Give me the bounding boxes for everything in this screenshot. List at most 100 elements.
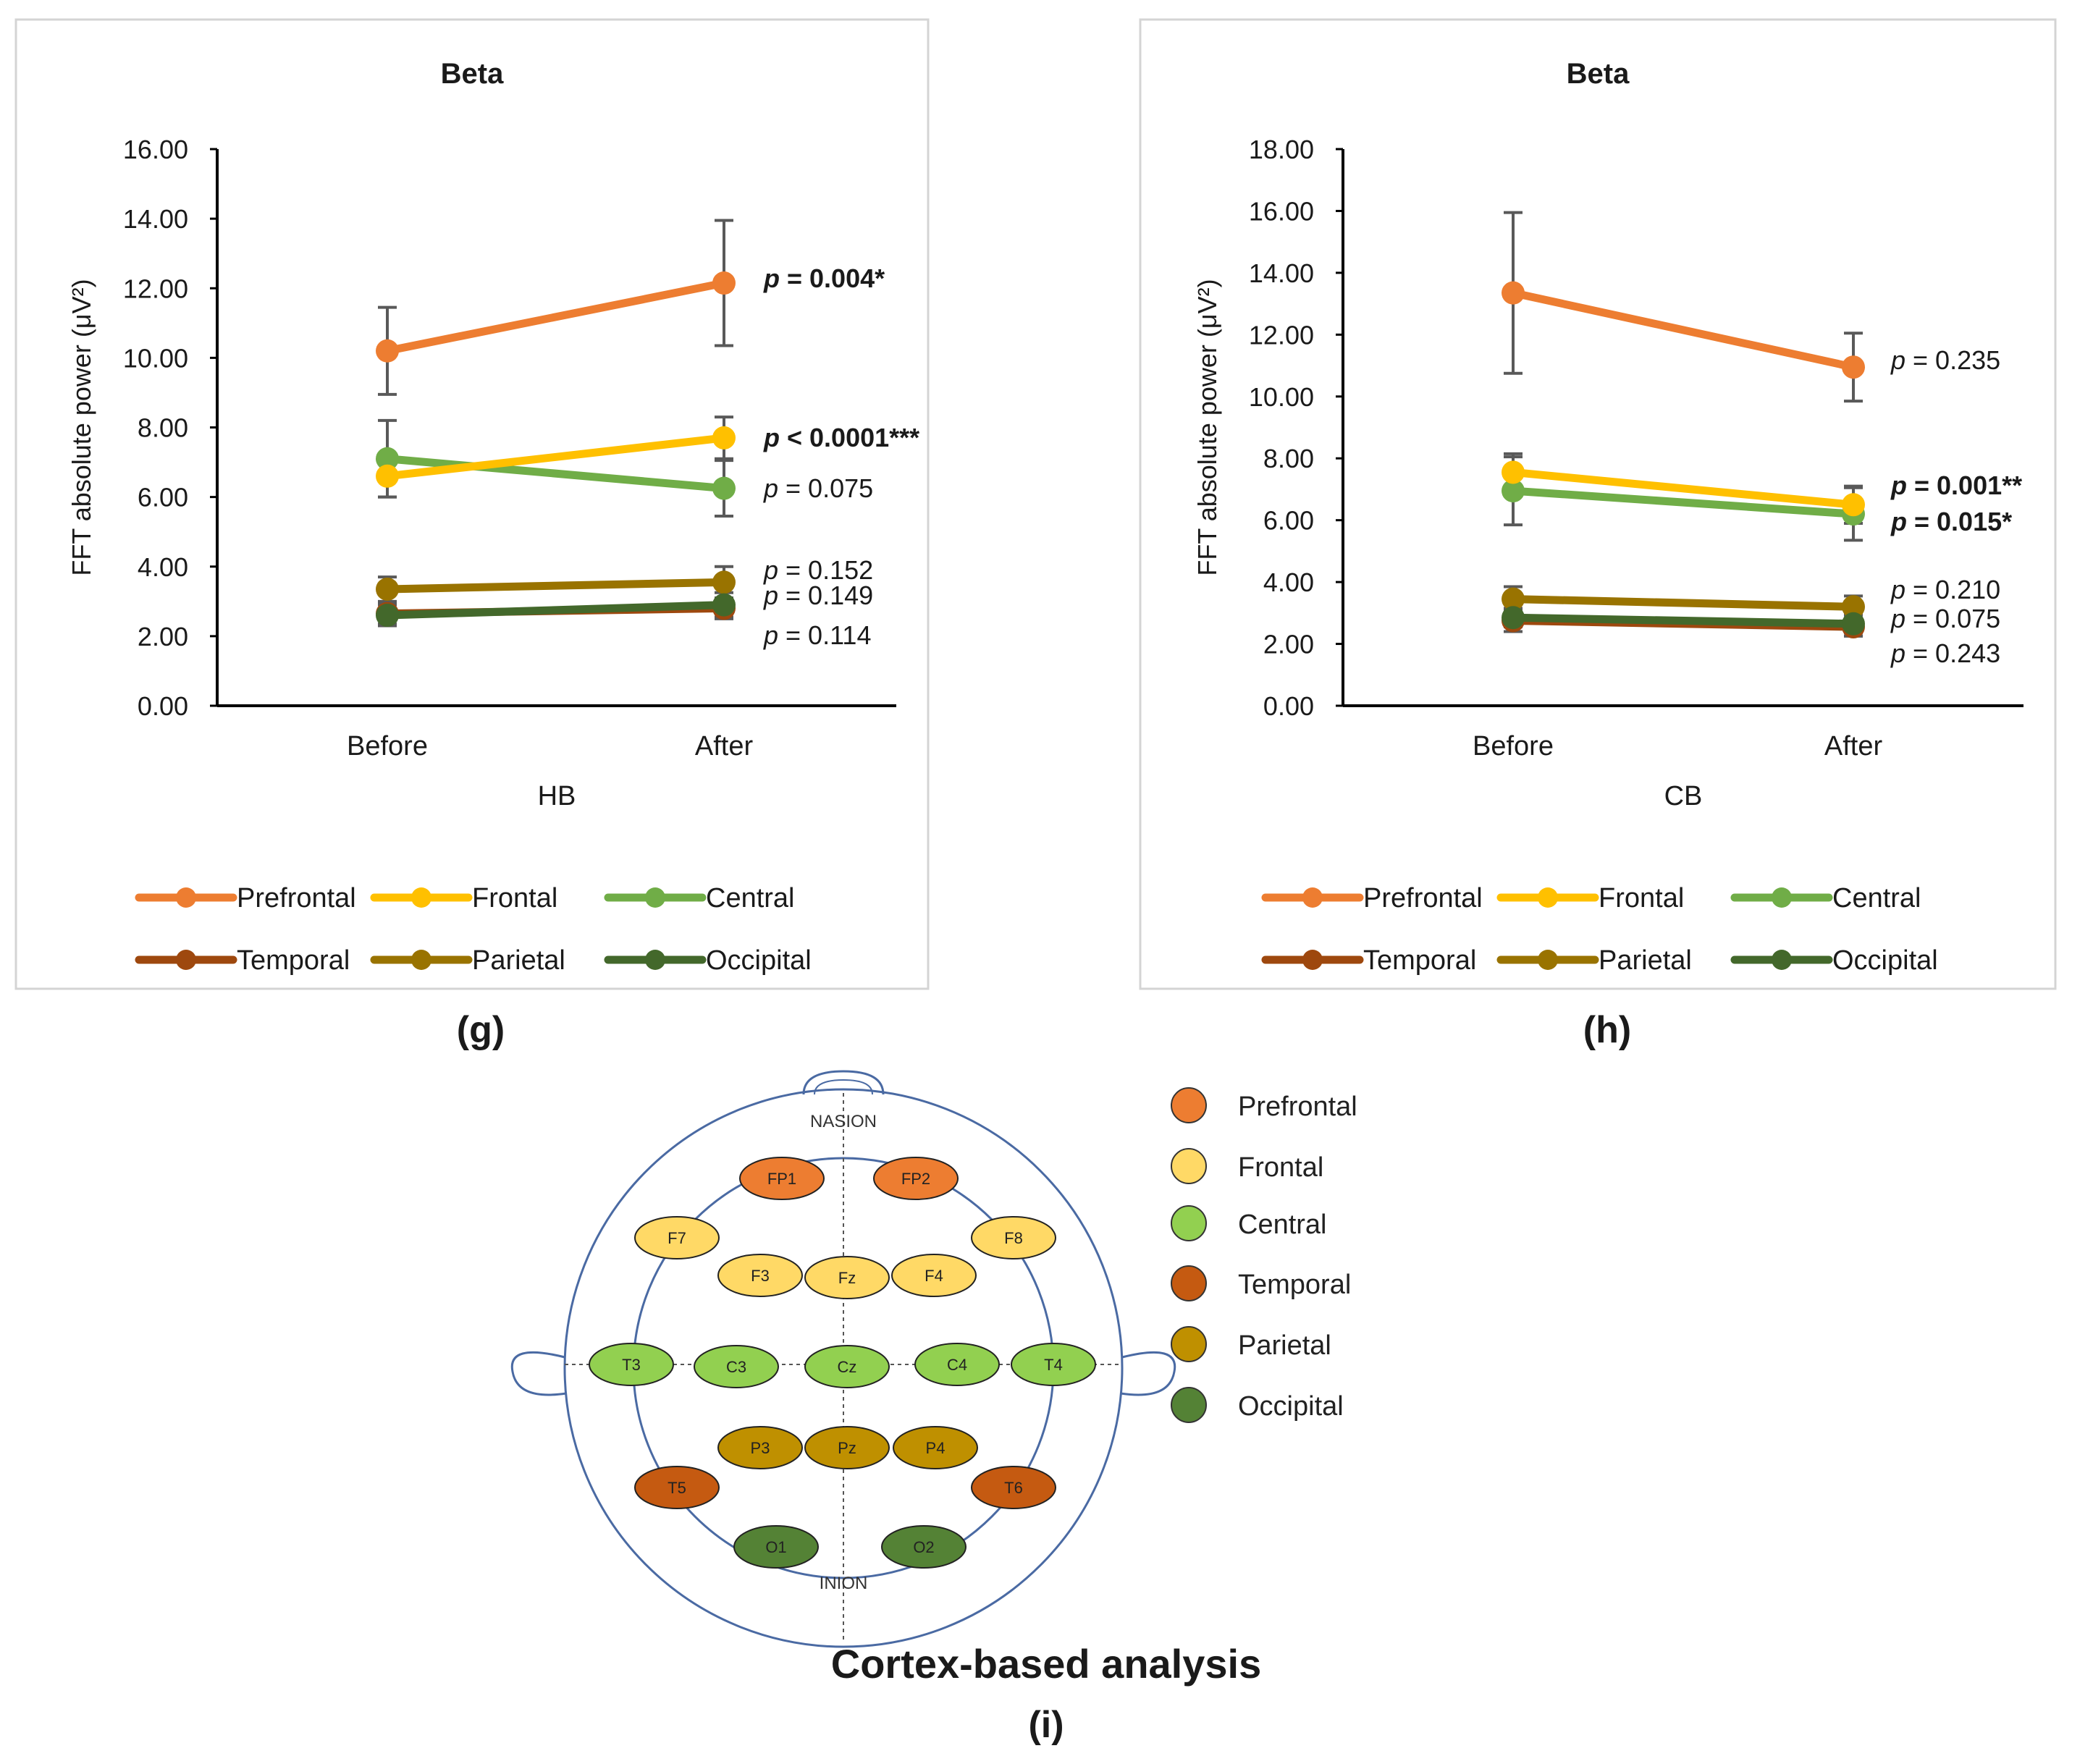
electrode-marker [881,1525,967,1569]
y-tick-label: 6.00 [138,483,188,512]
electrode-marker [804,1345,890,1388]
data-point-parietal [712,570,736,594]
legend-item-temporal: Temporal [135,945,350,976]
legend-swatch-marker [1538,950,1558,970]
region-legend: Prefrontal Frontal Central Temporal Parietal… [1171,1087,1357,1423]
y-tick-label: 12.00 [123,274,188,303]
data-point-occipital [712,593,736,617]
legend-item-temporal: Temporal [1261,945,1476,976]
electrode-t3: T3 [589,1343,674,1386]
y-tick-label: 14.00 [1249,258,1314,288]
legend-swatch-marker [1302,887,1323,908]
electrode-marker [971,1466,1056,1509]
electrode-f8: F8 [971,1216,1056,1259]
chart-frame [1139,18,2057,990]
electrode-label: F3 [751,1267,770,1285]
electrode-label: F7 [668,1229,686,1247]
legend-label: Parietal [1599,945,1692,976]
right-ear [1120,1351,1176,1396]
series-line-parietal [1509,595,1858,611]
region-swatch-parietal [1171,1326,1207,1362]
region-swatch-prefrontal [1171,1087,1207,1123]
electrode-t4: T4 [1011,1343,1096,1386]
electrode-marker [893,1426,978,1469]
series-line-central [383,455,728,493]
electrode-marker [891,1254,977,1297]
legend-item-prefrontal: Prefrontal [135,883,356,913]
legend-item-parietal: Parietal [1496,945,1692,976]
electrode-marker [971,1216,1056,1259]
series-line-prefrontal [383,279,728,355]
region-label-central: Central [1238,1210,1327,1240]
region-label-occipital: Occipital [1238,1391,1344,1422]
legend-item-occipital: Occipital [1730,945,1938,976]
nose-inner [814,1079,873,1095]
electrode-p3: P3 [717,1426,803,1469]
y-axis-label: FFT absolute power (μV²) [1192,279,1222,575]
y-tick-label: 8.00 [138,413,188,443]
electrode-label: FP1 [767,1170,796,1188]
nose-outline [802,1070,885,1095]
legend-swatch-marker [176,887,196,908]
series-line-parietal [383,578,728,594]
electrode-c4: C4 [914,1343,1000,1386]
electrode-c3: C3 [694,1345,779,1388]
y-tick-label: 10.00 [1249,382,1314,412]
legend-item-frontal: Frontal [370,883,557,913]
y-axis-label: FFT absolute power (μV²) [67,279,96,575]
legend-label: Occipital [706,945,812,976]
region-swatch-occipital [1171,1387,1207,1423]
electrode-marker [914,1343,1000,1386]
x-tick-label: Before [347,731,428,761]
y-tick-label: 8.00 [1263,444,1314,473]
data-point-central [376,447,399,470]
panel-label-i: (i) [1028,1704,1064,1746]
data-point-parietal [376,577,399,601]
electrode-marker [739,1157,825,1200]
legend-item-occipital: Occipital [604,945,812,976]
electrode-label: C4 [947,1356,967,1374]
data-point-occipital [1842,612,1865,636]
legend-label: Occipital [1832,945,1938,976]
legend-swatch-marker [1302,950,1323,970]
head-outline [563,1088,1124,1648]
electrode-pz: Pz [804,1426,890,1469]
electrode-marker [634,1466,720,1509]
p-value-label: p = 0.001** [1890,470,2022,500]
y-tick-label: 16.00 [123,135,188,164]
legend-item-central: Central [1730,883,1921,913]
x-axis-label: CB [1664,781,1703,811]
panel-label: (g) [457,1009,505,1051]
chart-panel-h: Beta 0.00 2.00 4.00 6.00 8.00 10.00 12.00 14.00 1… [1139,18,2057,990]
electrode-p4: P4 [893,1426,978,1469]
electrode-label: Fz [838,1269,856,1287]
cortex-analysis-title: Cortex-based analysis [831,1641,1261,1687]
data-point-parietal [1502,587,1525,611]
electrode-label: P3 [751,1439,770,1457]
series-line-occipital [1509,613,1858,628]
series-line-central [1509,486,1858,518]
electrode-label: Pz [838,1439,856,1457]
legend-label: Frontal [1599,883,1684,913]
p-value-label: p = 0.149 [763,581,873,610]
y-tick-label: 0.00 [1263,691,1314,721]
electrode-label: O2 [913,1538,934,1556]
legend-label: Frontal [472,883,557,913]
nasion-label: NASION [810,1112,877,1131]
electrode-label: F4 [925,1267,943,1285]
electrode-marker [694,1345,779,1388]
y-tick-label: 2.00 [1263,630,1314,659]
electrode-t6: T6 [971,1466,1056,1509]
data-point-frontal [1502,460,1525,484]
region-swatch-temporal [1171,1265,1207,1301]
electrode-head-map: NASION INION FP1 FP2 F7 F8 F3 Fz F4 T3 C3 Cz C4 T4 P3 P… [510,1070,1176,1648]
p-value-label: p = 0.114 [763,620,871,650]
electrode-marker [589,1343,674,1386]
left-ear [510,1351,567,1396]
y-tick-label: 4.00 [1263,567,1314,597]
chart-title: Beta [441,58,504,90]
data-point-occipital [1502,606,1525,630]
data-point-occipital [376,604,399,628]
data-point-frontal [376,464,399,488]
